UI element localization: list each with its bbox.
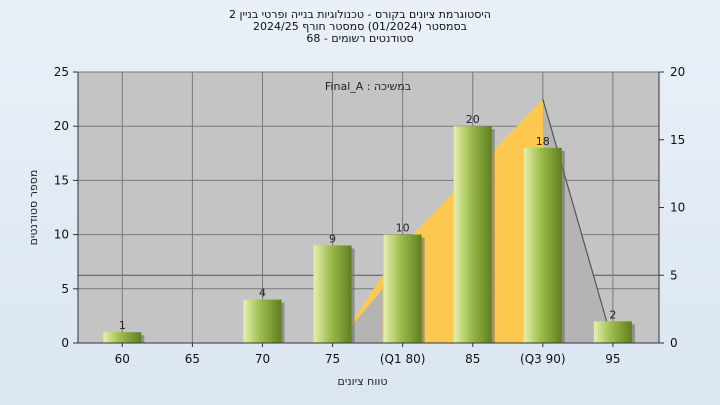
y2-tick-label-3: 15 bbox=[670, 133, 685, 147]
x-tick-label-3: 75 bbox=[325, 352, 340, 366]
y2-tick-label-2: 10 bbox=[670, 201, 685, 215]
x-axis-label: טווח ציונים bbox=[338, 375, 388, 388]
y-tick-label-0: 0 bbox=[61, 336, 69, 350]
x-tick-label-6: (Q3 90) bbox=[520, 352, 566, 366]
y-tick-label-2: 10 bbox=[54, 228, 69, 242]
bar-0 bbox=[103, 332, 142, 343]
y-tick-label-4: 20 bbox=[54, 119, 69, 133]
y-axis-label: מספר סטודנטים bbox=[27, 170, 40, 246]
x-tick-label-7: 95 bbox=[605, 352, 620, 366]
bar-value-label-0: 1 bbox=[119, 319, 126, 332]
bar-value-label-5: 20 bbox=[466, 113, 480, 126]
y-tick-label-1: 5 bbox=[61, 282, 69, 296]
x-tick-label-0: 60 bbox=[115, 352, 130, 366]
y2-tick-label-0: 0 bbox=[670, 336, 678, 350]
y-tick-label-3: 15 bbox=[54, 173, 69, 187]
chart-annotation: במשיכה : Final_A bbox=[325, 80, 411, 93]
bar-6 bbox=[523, 147, 562, 343]
y2-tick-label-1: 5 bbox=[670, 268, 678, 282]
chart-title-line-2: בסמסטר (01/2024) סמסטר חורף 2024/25 bbox=[253, 20, 467, 33]
bar-7 bbox=[593, 321, 632, 343]
y2-tick-label-4: 20 bbox=[670, 65, 685, 79]
bar-value-label-7: 2 bbox=[609, 308, 616, 321]
bar-3 bbox=[313, 245, 352, 343]
distribution-curve bbox=[542, 98, 614, 344]
x-tick-label-1: 65 bbox=[185, 352, 200, 366]
chart-title: היסטוגרמת ציונים בקורס - טכנולוגיות בניי… bbox=[0, 9, 720, 45]
x-tick-label-5: 85 bbox=[465, 352, 480, 366]
bar-value-label-2: 4 bbox=[259, 287, 266, 300]
y-tick-label-5: 25 bbox=[54, 65, 69, 79]
chart-title-line-1: היסטוגרמת ציונים בקורס - טכנולוגיות בניי… bbox=[229, 8, 491, 21]
bar-2 bbox=[243, 299, 282, 343]
bar-5 bbox=[453, 126, 492, 343]
x-tick-label-4: (Q1 80) bbox=[380, 352, 426, 366]
chart-title-line-3: סטודנטים רשומים - 68 bbox=[306, 32, 414, 45]
bar-value-label-6: 18 bbox=[536, 135, 550, 148]
bar-value-label-4: 10 bbox=[396, 222, 410, 235]
bar-value-label-3: 9 bbox=[329, 232, 336, 245]
bar-4 bbox=[383, 234, 422, 343]
x-tick-label-2: 70 bbox=[255, 352, 270, 366]
